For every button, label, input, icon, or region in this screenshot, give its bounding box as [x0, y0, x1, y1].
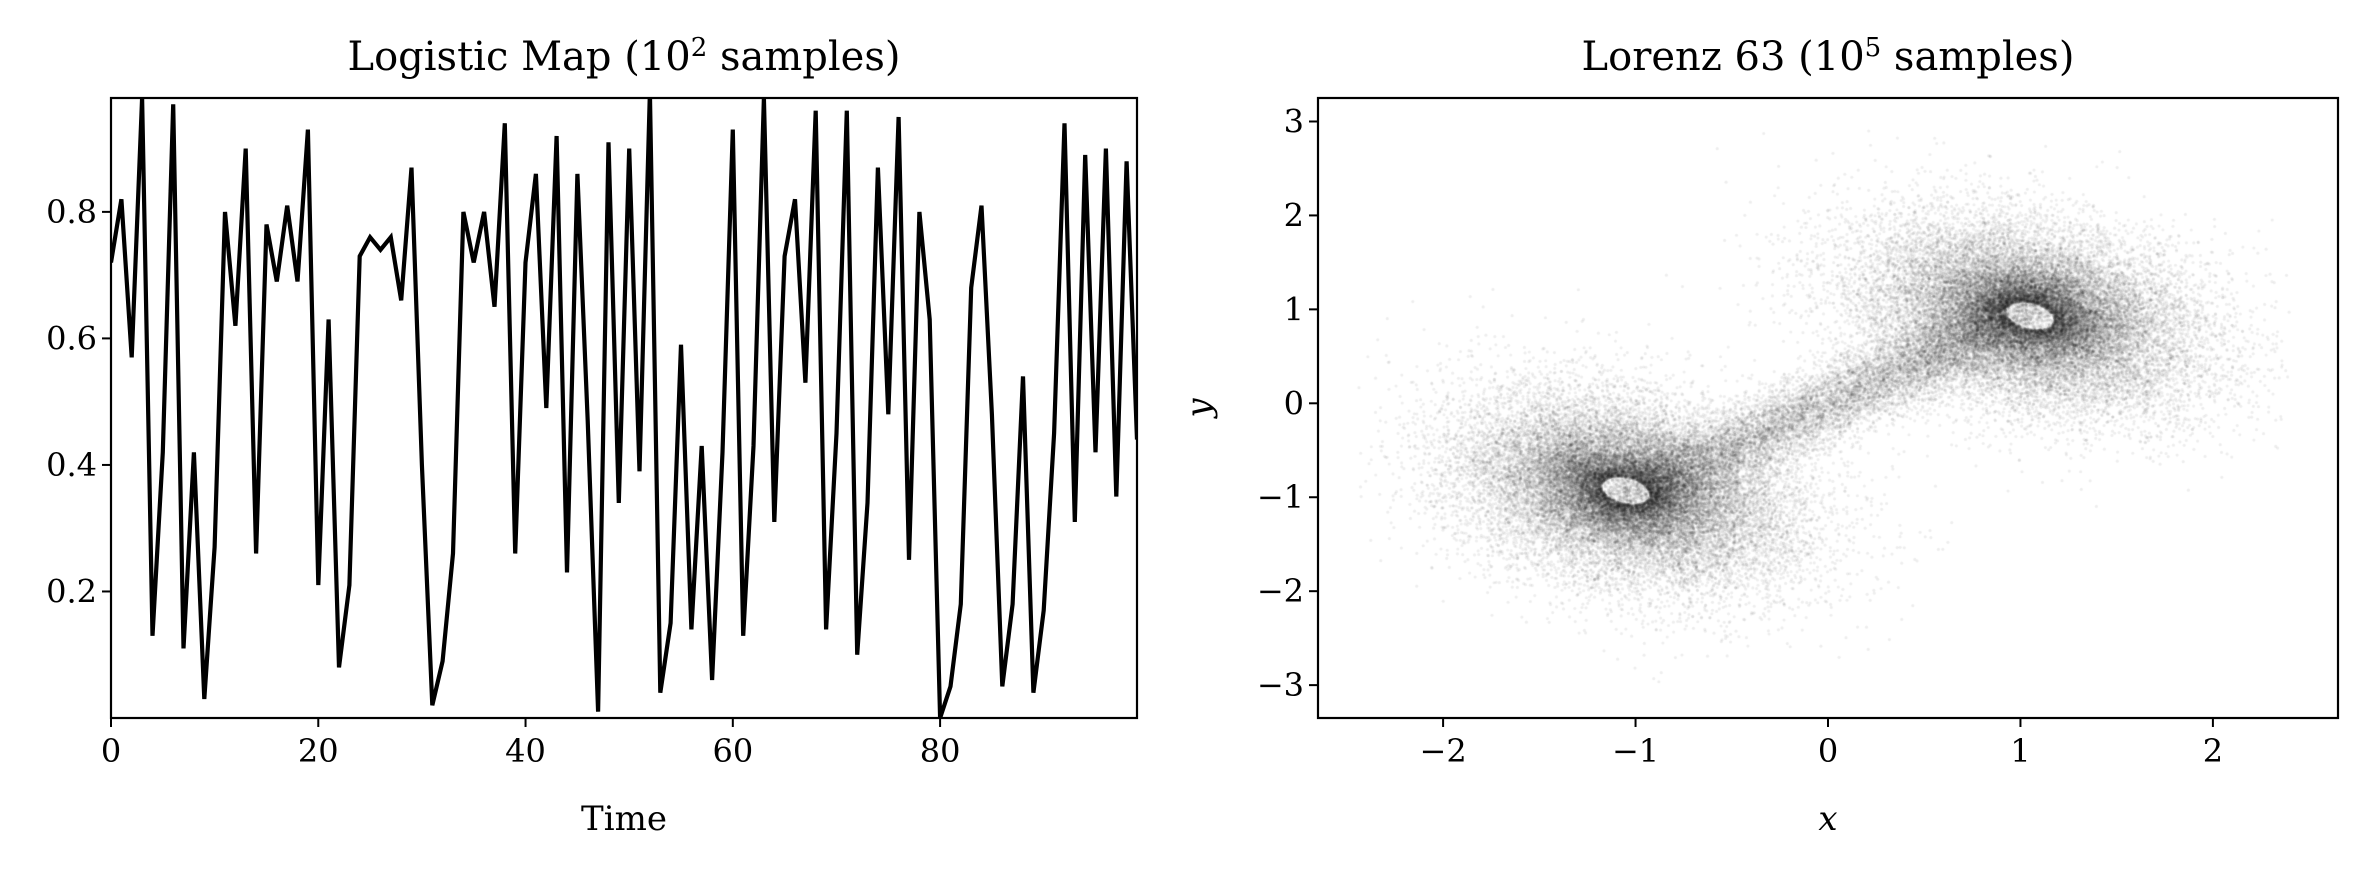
- logistic-series-line: [111, 98, 1137, 718]
- left-chart-title: Logistic Map (102 samples): [348, 33, 901, 80]
- lorenz-panel: Lorenz 63 (105 samples) −2 −1 0 1 2 −3 −2 −1 0 1 2…: [1179, 33, 2340, 839]
- left-frame: [109, 96, 1139, 720]
- left-ytick-label: 0.4: [46, 446, 97, 484]
- right-title-superscript: 5: [1865, 33, 1882, 63]
- right-x-axis-label: x: [1818, 799, 1837, 839]
- left-xtick-label: 0: [101, 732, 121, 770]
- right-ytick-label: −3: [1257, 666, 1304, 704]
- left-xtick-label: 60: [712, 732, 753, 770]
- right-ytick-label: 0: [1284, 384, 1304, 422]
- left-xtick-label: 80: [920, 732, 961, 770]
- left-title-superscript: 2: [691, 33, 708, 63]
- right-y-axis-label: y: [1179, 398, 1219, 420]
- left-title-main: Logistic Map (10: [348, 34, 691, 80]
- right-plot-area: −2 −1 0 1 2 −3 −2 −1 0 1 2 3: [1257, 96, 2340, 770]
- left-xtick-label: 20: [298, 732, 339, 770]
- left-ytick-label: 0.6: [46, 319, 97, 357]
- right-ytick-label: 1: [1284, 290, 1304, 328]
- left-title-tail: samples): [707, 34, 900, 80]
- right-title-main: Lorenz 63 (10: [1582, 34, 1865, 80]
- left-ytick-label: 0.8: [46, 193, 97, 231]
- left-xtick-label: 40: [505, 732, 546, 770]
- right-xtick-label: 2: [2203, 732, 2223, 770]
- left-x-axis-label: Time: [581, 799, 667, 839]
- right-ytick-label: 3: [1284, 102, 1304, 140]
- right-chart-title: Lorenz 63 (105 samples): [1582, 33, 2075, 80]
- right-ytick-label: 2: [1284, 196, 1304, 234]
- right-xtick-label: −2: [1420, 732, 1467, 770]
- left-ytick-label: 0.2: [46, 572, 97, 610]
- right-xtick-label: −1: [1612, 732, 1659, 770]
- right-title-tail: samples): [1881, 34, 2074, 80]
- right-xtick-label: 1: [2010, 732, 2030, 770]
- logistic-map-panel: Logistic Map (102 samples) 0 20 40 60 800.20…: [46, 33, 1139, 839]
- right-ytick-label: −2: [1257, 572, 1304, 610]
- lorenz-scatter-points: [1318, 98, 2338, 718]
- right-xtick-label: 0: [1818, 732, 1838, 770]
- left-plot-area: 0 20 40 60 80 0.2 0.4 0.6 0.8: [46, 96, 1139, 770]
- right-ytick-label: −1: [1257, 478, 1304, 516]
